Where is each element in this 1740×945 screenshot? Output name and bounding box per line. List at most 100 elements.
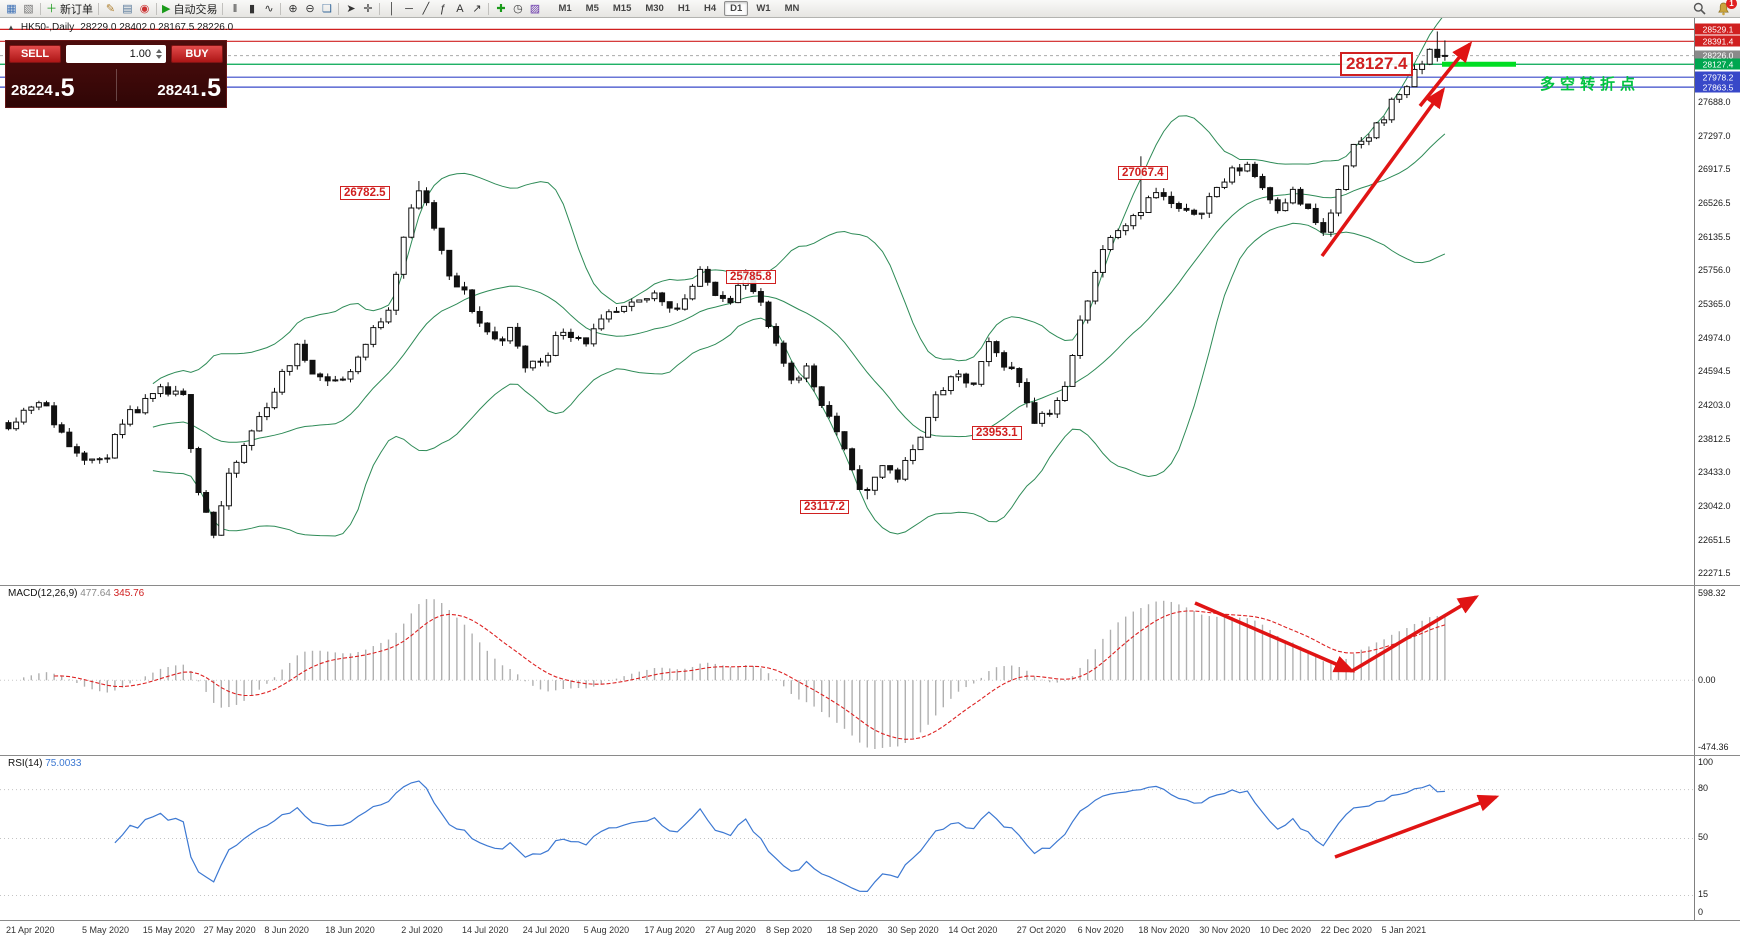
timeframe-m15[interactable]: M15 [612,3,632,14]
timeframe-d1[interactable]: D1 [724,1,749,16]
notifications-button[interactable]: 1 [1715,0,1737,17]
toolbar-separator [98,2,99,15]
date-axis[interactable]: 21 Apr 2020 5 May 2020 15 May 2020 27 May 2… [0,920,1740,945]
date-axis-label: 8 Jun 2020 [264,925,309,935]
toolbar-separator [40,2,41,15]
fibonacci-icon: ƒ [439,2,447,15]
date-axis-label: 18 Jun 2020 [325,925,375,935]
profiles-button[interactable]: ▧ [20,1,37,17]
bar-chart-button[interactable]: ‖ [226,1,243,17]
panel-separator [0,920,1740,921]
price-annotation: 25785.8 [726,270,776,284]
panel-separator[interactable] [0,585,1740,586]
timeframe-m5[interactable]: M5 [585,3,599,14]
autotrade-button[interactable]: ▶ 自动交易 [160,1,219,17]
crosshair-button[interactable]: ✛ [359,1,376,17]
date-axis-label: 2 Jul 2020 [401,925,443,935]
price-axis-label: 28127.4 [1695,58,1740,70]
timeframe-h1[interactable]: H1 [677,3,690,14]
new-chart-button[interactable]: ▦ [3,1,20,17]
alerts-button[interactable]: ◉ [136,1,153,17]
cursor-button[interactable]: ➤ [342,1,359,17]
chart-symbol-period: HK50-,Daily [20,22,75,33]
timeframe-mn[interactable]: MN [784,3,800,14]
macd-plot [0,587,1694,760]
date-axis-label: 5 Jan 2021 [1381,925,1427,935]
candlestick-button[interactable]: ▮ [243,1,260,17]
one-click-collapse-icon[interactable]: ▲ [7,23,15,32]
profiles-icon: ▧ [23,2,34,15]
buy-price-frac: .5 [200,74,221,102]
one-click-trading-panel: SELL BUY 28224 .5 28241 . [5,40,227,108]
price-axis[interactable]: 27688.0 27297.0 26917.5 26526.5 26135.5 25756… [1694,18,1740,585]
horizontal-line-button[interactable]: ─ [400,1,417,17]
zoom-out-button[interactable]: ⊖ [301,1,318,17]
timeframe-h4[interactable]: H4 [704,3,717,14]
volume-input[interactable] [66,48,154,60]
trendline-button[interactable]: ╱ [417,1,434,17]
rsi-axis-tick: 50 [1698,831,1709,842]
templates-icon: ▨ [529,2,541,15]
sell-price: 28224 .5 [11,76,112,101]
date-axis-label: 27 Aug 2020 [705,925,756,935]
date-axis-label: 14 Jul 2020 [462,925,509,935]
price-annotation: 23117.2 [800,500,849,514]
new-order-icon: ＋ [46,2,57,15]
price-axis-label: 27978.2 [1695,71,1740,83]
indicators-button[interactable]: ✚ [492,1,509,17]
volume-up-icon[interactable] [156,49,162,53]
macd-axis-tick: -474.36 [1698,742,1729,752]
main-chart-panel[interactable]: ▲ HK50-,Daily 28229.0 28402.0 28167.5 28… [0,18,1694,585]
buy-button[interactable]: BUY [171,45,223,63]
trendline-icon: ╱ [422,2,430,15]
timeframe-m1[interactable]: M1 [558,3,572,14]
price-axis-label: 28529.1 [1695,23,1740,35]
rsi-label: RSI(14) 75.0033 [8,758,81,769]
cn-annotation-label: 多空转折点 [1540,76,1641,93]
volume-down-icon[interactable] [156,55,162,59]
templates-button[interactable]: ▨ [526,1,543,17]
search-button[interactable] [1691,1,1708,17]
rsi-name: RSI(14) [8,758,43,769]
vertical-line-button[interactable]: │ [383,1,400,17]
price-axis-label: 27863.5 [1695,81,1740,93]
price-axis-label: 28226.0 [1695,50,1740,62]
date-axis-label: 30 Nov 2020 [1199,925,1251,935]
arrows-button[interactable]: ↗ [468,1,485,17]
volume-stepper [66,45,166,63]
mql-editor-button[interactable]: ✎ [102,1,119,17]
zoom-in-button[interactable]: ⊕ [284,1,301,17]
rsi-axis[interactable]: 100 80 50 15 0 [1694,755,1740,920]
fibonacci-button[interactable]: ƒ [434,1,451,17]
line-chart-button[interactable]: ∿ [260,1,277,17]
volume-spin [154,49,164,59]
price-axis-tick: 25756.0 [1698,265,1731,276]
macd-panel[interactable]: MACD(12,26,9) 477.64 345.76 [0,585,1694,755]
date-axis-label: 30 Sep 2020 [887,925,939,935]
line-chart-icon: ∿ [264,2,274,15]
periods-button[interactable]: ◷ [509,1,526,17]
price-annotation: 26782.5 [340,186,390,200]
macd-signal-value: 345.76 [113,588,145,599]
price-axis-tick: 22651.5 [1698,534,1731,545]
macd-axis[interactable]: 598.32 0.00 -474.36 [1694,585,1740,755]
timeframe-w1[interactable]: W1 [756,3,771,14]
price-axis-tick: 23042.0 [1698,500,1731,511]
panel-separator[interactable] [0,755,1740,756]
timeframe-m30[interactable]: M30 [645,3,664,14]
date-axis-label: 14 Oct 2020 [948,925,998,935]
autotrade-button-label: 自动交易 [173,3,218,16]
crosshair-icon: ✛ [363,2,373,15]
cursor-icon: ➤ [346,2,356,15]
new-order-button[interactable]: ＋新订单 [44,1,95,17]
text-button[interactable]: A [451,1,468,17]
tile-windows-button[interactable]: ❏ [318,1,335,17]
rsi-panel[interactable]: RSI(14) 75.0033 [0,755,1694,920]
history-center-button[interactable]: ▤ [119,1,136,17]
toolbar-separator [156,2,157,15]
sell-button[interactable]: SELL [9,45,61,63]
macd-label: MACD(12,26,9) 477.64 345.76 [8,588,144,599]
toolbar-separator [338,2,340,15]
price-axis-tick: 27688.0 [1698,97,1731,108]
